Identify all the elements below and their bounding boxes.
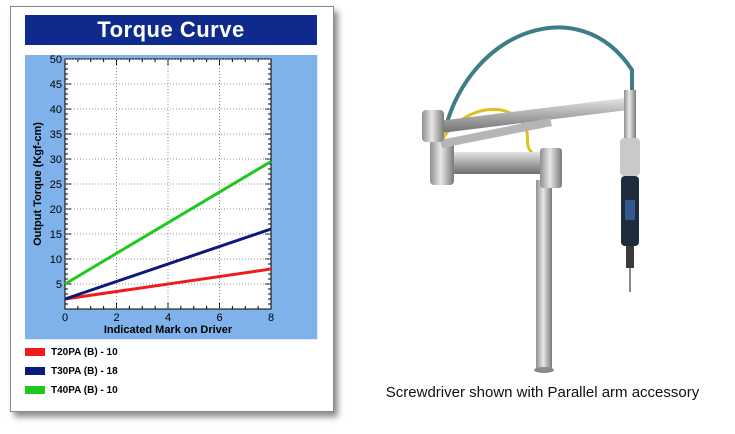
y-tick-label: 15	[50, 229, 62, 241]
legend-swatch	[25, 386, 45, 394]
y-tick-label: 25	[50, 179, 62, 191]
y-tick-label: 50	[50, 55, 62, 66]
series-line-1	[64, 267, 272, 301]
x-tick-label: 0	[62, 312, 68, 324]
torque-chart-panel: Torque Curve 5 10 15 20 25 30 35 40 45 50 0 2 4 6 8 Ind…	[10, 6, 334, 412]
x-axis-label: Indicated Mark on Driver	[104, 324, 233, 336]
legend-item: T20PA (B) - 10	[25, 343, 317, 362]
screwdriver-arm-photo	[422, 25, 640, 373]
chart-title: Torque Curve	[25, 15, 317, 45]
legend-label: T40PA (B) - 10	[51, 385, 118, 396]
torque-chart: 5 10 15 20 25 30 35 40 45 50 0 2 4 6 8 Indicated Mark o…	[32, 55, 274, 336]
series-line-2	[64, 227, 272, 301]
y-tick-label: 30	[50, 154, 62, 166]
legend-label: T20PA (B) - 10	[51, 347, 118, 358]
chart-legend: T20PA (B) - 10 T30PA (B) - 18 T40PA (B) - …	[25, 343, 317, 400]
legend-item: T30PA (B) - 18	[25, 362, 317, 381]
x-tick-label: 4	[165, 312, 171, 324]
legend-swatch	[25, 367, 45, 375]
x-tick-label: 6	[216, 312, 222, 324]
legend-item: T40PA (B) - 10	[25, 381, 317, 400]
y-tick-label: 10	[50, 254, 62, 266]
y-tick-label: 40	[50, 104, 62, 116]
photo-caption: Screwdriver shown with Parallel arm acce…	[385, 384, 700, 401]
y-tick-label: 5	[56, 279, 62, 291]
x-tick-label: 2	[113, 312, 119, 324]
y-axis-label: Output Torque (Kgf-cm)	[32, 122, 44, 246]
x-tick-label: 8	[268, 312, 274, 324]
legend-label: T30PA (B) - 18	[51, 366, 118, 377]
series-line-3	[64, 160, 272, 286]
y-tick-label: 20	[50, 204, 62, 216]
legend-swatch	[25, 348, 45, 356]
y-tick-label: 35	[50, 129, 62, 141]
y-tick-label: 45	[50, 79, 62, 91]
chart-frame: 5 10 15 20 25 30 35 40 45 50 0 2 4 6 8 Indicated Mark o…	[25, 55, 318, 340]
